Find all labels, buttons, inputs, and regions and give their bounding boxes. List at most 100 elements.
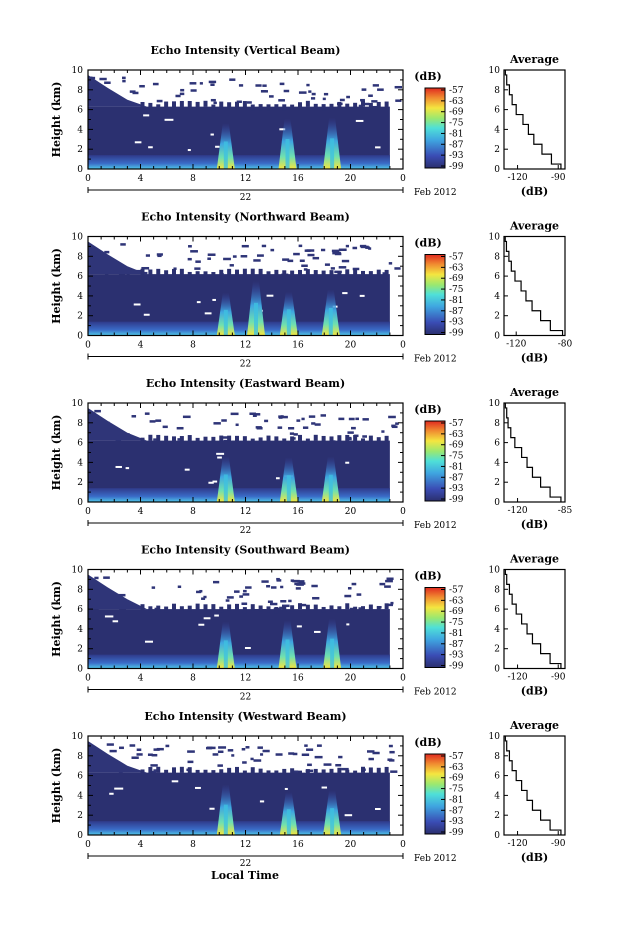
echo-cell [148, 269, 153, 276]
echo-cell [361, 270, 365, 277]
echo-cell [141, 266, 150, 270]
echo-cell [180, 88, 185, 92]
echo-cell [304, 249, 311, 252]
echo-cell [361, 100, 365, 107]
y-tick-label: 2 [77, 645, 83, 655]
average-xlabel: (dB) [521, 518, 548, 531]
convective-core [328, 474, 333, 502]
y-tick-label: 0 [77, 165, 83, 175]
echo-cell [129, 744, 136, 747]
echo-heatmap [88, 241, 401, 336]
echo-gap [279, 128, 286, 131]
echo-cell [361, 766, 365, 773]
echo-cell [353, 102, 358, 109]
x-tick-label: 20 [345, 174, 357, 184]
echo-cell [394, 85, 402, 89]
echo-cell [307, 253, 315, 257]
echo-cell [140, 101, 145, 108]
echo-cell [353, 770, 358, 777]
echo-cell [358, 104, 364, 108]
echo-cell [239, 595, 244, 598]
echo-cell [306, 748, 314, 751]
echo-cell [298, 434, 302, 441]
date-label: Feb 2012 [414, 521, 457, 531]
avg-y-tick-label: 6 [494, 605, 500, 615]
echo-cell [290, 605, 295, 612]
echo-cell [274, 104, 279, 111]
echo-gap [143, 114, 150, 117]
echo-gap [171, 780, 179, 783]
echo-cell [372, 751, 380, 755]
echo-cell [152, 82, 159, 86]
echo-cell [338, 755, 343, 759]
echo-cell [218, 746, 227, 749]
echo-cell [351, 426, 356, 430]
echo-cell [288, 752, 295, 755]
average-title: Average [509, 386, 559, 399]
echo-gap [217, 456, 222, 459]
echo-cell [172, 268, 176, 275]
echo-cell [384, 101, 389, 108]
date-label: Feb 2012 [414, 854, 457, 864]
echo-cell [211, 104, 216, 111]
echo-cell [308, 90, 312, 93]
echo-cell [195, 603, 200, 610]
y-tick-label: 2 [77, 478, 83, 488]
echo-cell [219, 435, 224, 442]
y-tick-label: 8 [77, 419, 83, 429]
echo-cell [227, 268, 232, 275]
echo-cell [376, 437, 381, 444]
colorbar-tick-label: -63 [449, 596, 464, 606]
echo-cell [264, 419, 269, 423]
echo-cell [331, 249, 340, 253]
echo-cell [210, 98, 216, 102]
echo-cell [332, 251, 340, 255]
echo-cell [292, 752, 298, 756]
echo-cell [387, 603, 394, 607]
average-profile-line [504, 403, 562, 502]
colorbar-tick-label: -69 [449, 607, 464, 617]
echo-cell [129, 90, 136, 93]
echo-gap [344, 814, 353, 817]
avg-y-tick-label: 10 [489, 66, 501, 76]
echo-cell [229, 264, 234, 267]
average-xlabel: (dB) [521, 685, 548, 698]
echo-cell [389, 750, 395, 754]
echo-cell [329, 270, 334, 277]
echo-gap [115, 465, 122, 468]
avg-y-tick-label: 8 [494, 252, 500, 262]
day-label: 22 [240, 859, 251, 869]
convective-core [330, 138, 335, 169]
avg-x-tick-label: -85 [558, 506, 573, 516]
avg-y-tick-label: 2 [494, 811, 500, 821]
echo-cell [368, 435, 373, 442]
echo-cell [384, 585, 391, 588]
echo-cell [345, 244, 350, 248]
echo-cell [321, 270, 326, 277]
echo-cell [109, 749, 117, 753]
echo-cell [301, 753, 310, 757]
echo-cell [153, 769, 159, 772]
convective-core [223, 141, 228, 169]
echo-cell [279, 82, 285, 86]
echo-cell [287, 259, 294, 263]
echo-cell [338, 248, 347, 252]
avg-y-tick-label: 0 [494, 332, 500, 342]
echo-cell [249, 412, 256, 416]
x-tick-label: 0 [85, 341, 91, 351]
echo-cell [212, 753, 219, 756]
echo-cell [337, 606, 342, 613]
echo-cell [390, 601, 394, 605]
echo-gap [144, 640, 153, 643]
avg-x-tick-label: -120 [507, 839, 527, 849]
echo-cell [172, 101, 176, 108]
echo-cell [203, 100, 208, 107]
echo-cell [274, 436, 279, 443]
avg-y-tick-label: 6 [494, 439, 500, 449]
echo-cell [288, 599, 292, 603]
echo-gap [209, 807, 215, 810]
echo-cell [305, 604, 310, 611]
echo-cell [149, 420, 156, 423]
echo-cell [257, 746, 263, 749]
x-tick-label: 4 [138, 507, 144, 517]
